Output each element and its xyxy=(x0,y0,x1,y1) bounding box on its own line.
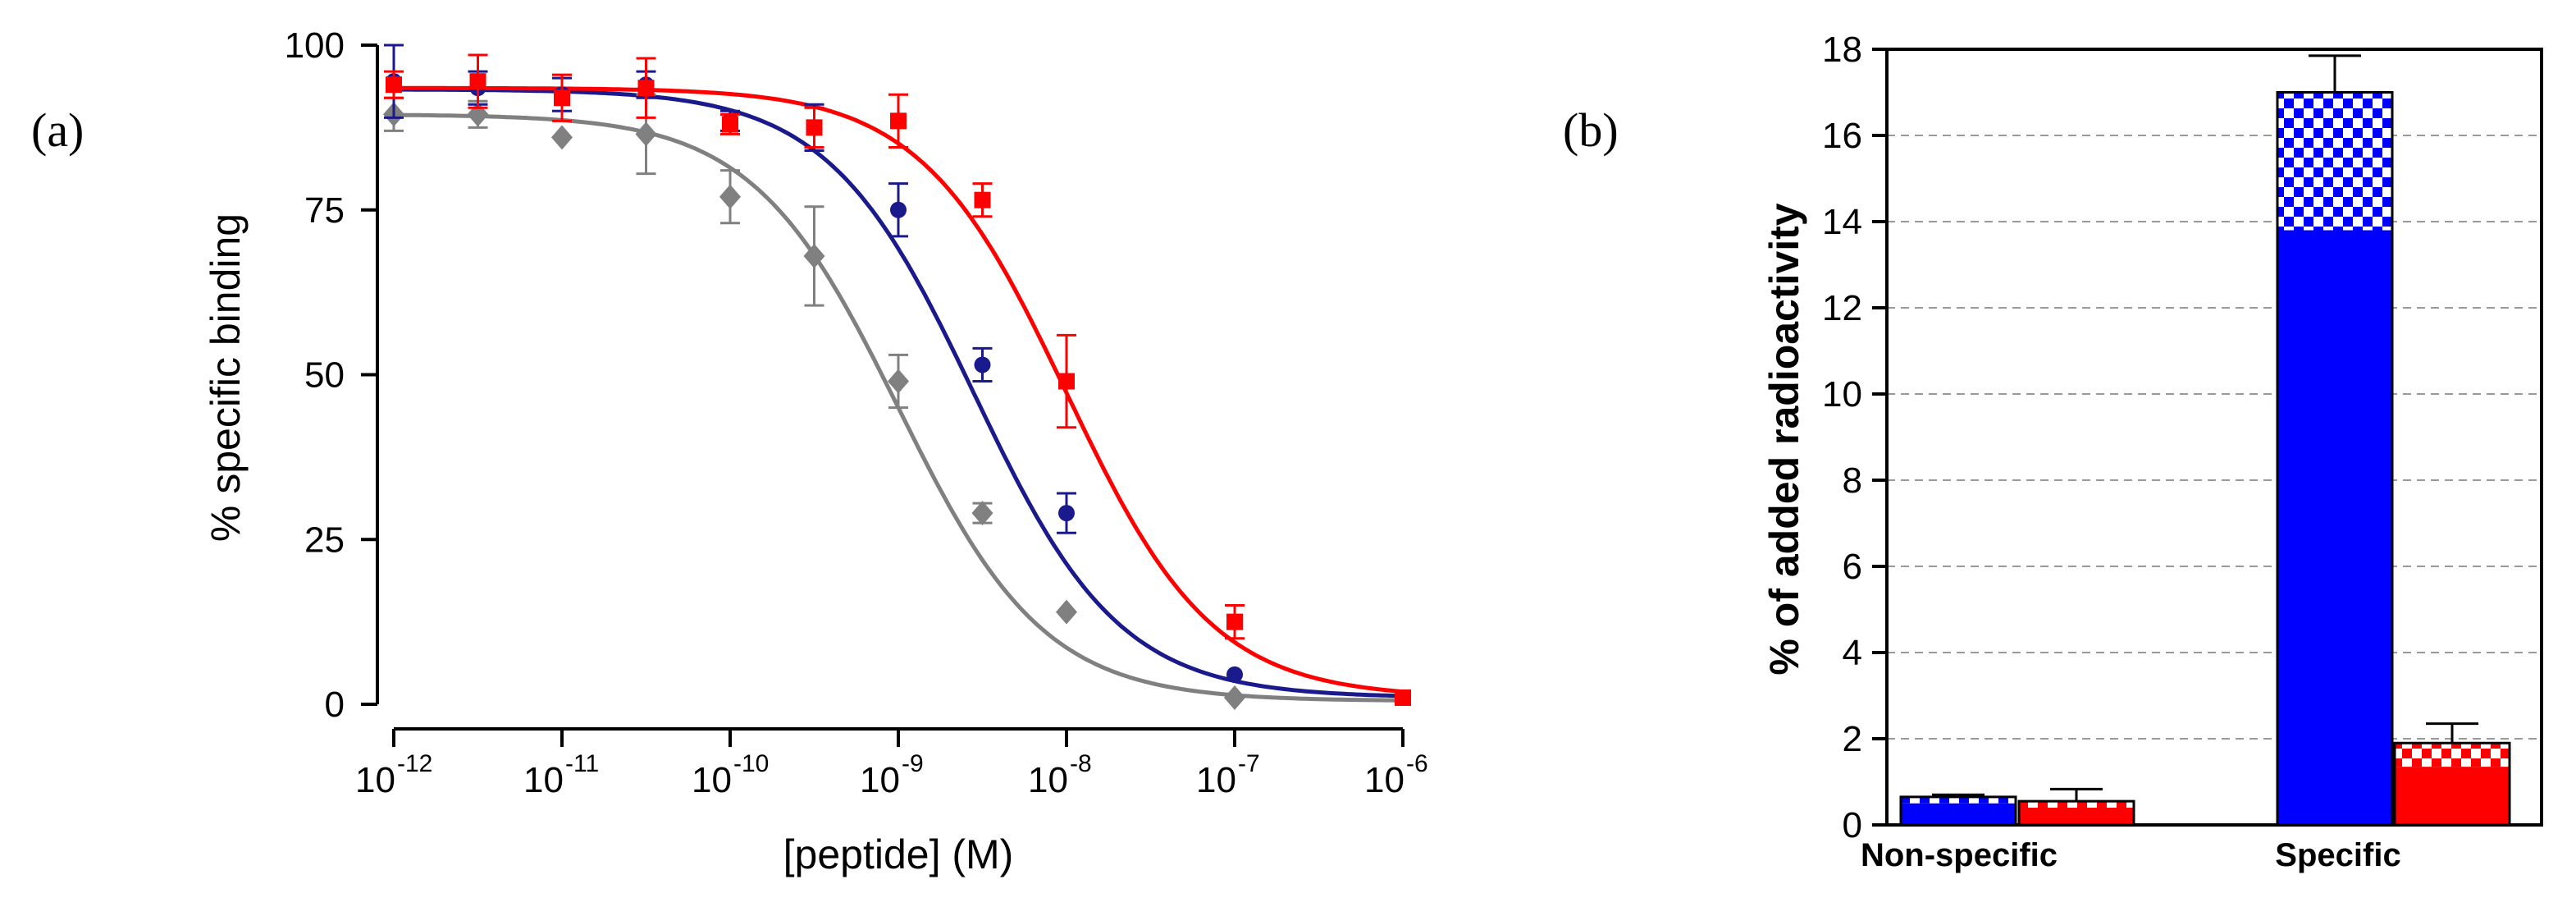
bar-segment-checkered-blue xyxy=(1901,796,2016,804)
data-point-red xyxy=(1058,373,1075,390)
y-tick-label: 4 xyxy=(1843,633,1862,673)
category-label: Non-specific xyxy=(1861,837,2058,873)
bar-segment-solid-red xyxy=(2019,808,2134,825)
bar-segment-checkered-red xyxy=(2019,801,2134,808)
data-point-red xyxy=(890,112,907,130)
x-tick-exponent: -7 xyxy=(1238,750,1260,777)
data-point-gray xyxy=(971,501,993,526)
data-point-red xyxy=(1226,613,1243,630)
plot-frame xyxy=(1885,48,2543,827)
data-point-red xyxy=(722,116,738,133)
data-point-navy xyxy=(1226,666,1243,683)
x-tick-label: 10 xyxy=(1028,760,1068,800)
data-point-red xyxy=(974,191,991,208)
y-axis-title: % of added radioactivity xyxy=(1761,203,1807,675)
x-tick-exponent: -11 xyxy=(565,750,599,777)
x-tick-label: 10 xyxy=(523,760,564,800)
x-tick-exponent: -12 xyxy=(397,750,432,777)
panel-label-a: (a) xyxy=(31,103,84,157)
y-tick-label: 75 xyxy=(304,190,345,231)
data-point-navy xyxy=(1058,505,1075,522)
data-point-gray xyxy=(1056,599,1077,625)
data-point-red xyxy=(637,80,655,97)
x-tick-exponent: -10 xyxy=(733,750,769,777)
y-tick-label: 18 xyxy=(1822,30,1862,70)
bar-segment-solid-blue xyxy=(2277,230,2392,825)
bar-segment-solid-red xyxy=(2395,767,2510,825)
x-tick-label: 10 xyxy=(860,760,900,800)
data-point-gray xyxy=(635,121,657,147)
data-point-red xyxy=(806,119,823,136)
y-tick-label: 25 xyxy=(304,520,345,560)
y-tick-label: 10 xyxy=(1822,374,1862,415)
panel-b-plot: 0 2 4 6 8 10 12 14 16 18 Non-specific Specific % o… xyxy=(1761,30,2543,873)
y-tick-label: 16 xyxy=(1822,116,1862,156)
category-label: Specific xyxy=(2275,837,2400,873)
x-tick-label: 10 xyxy=(1196,760,1236,800)
data-point-red xyxy=(1395,689,1411,706)
x-tick-label: 10 xyxy=(692,760,732,800)
data-point-red xyxy=(554,89,570,107)
data-point-red xyxy=(469,73,486,90)
data-point-red xyxy=(386,76,402,94)
x-tick-label: 10 xyxy=(1364,760,1404,800)
x-tick-exponent: -8 xyxy=(1070,750,1092,777)
y-tick-label: 100 xyxy=(285,25,345,66)
x-tick-exponent: -9 xyxy=(902,750,924,777)
x-tick-label: 10 xyxy=(355,760,395,800)
x-tick-exponent: -6 xyxy=(1406,750,1428,777)
bar-segment-checkered-blue xyxy=(2277,92,2392,231)
y-tick-label: 2 xyxy=(1843,719,1862,759)
y-tick-label: 0 xyxy=(325,685,345,725)
data-point-gray xyxy=(1224,685,1245,710)
y-tick-label: 8 xyxy=(1843,460,1862,501)
x-axis-title: [peptide] (M) xyxy=(783,831,1014,877)
data-point-navy xyxy=(890,201,907,218)
data-point-gray xyxy=(888,369,909,394)
bar-segment-checkered-red xyxy=(2395,743,2510,767)
y-tick-label: 14 xyxy=(1822,202,1862,242)
y-tick-label: 0 xyxy=(1843,805,1862,845)
data-point-gray xyxy=(551,125,573,150)
bar-segment-solid-blue xyxy=(1901,803,2016,825)
y-axis-title: % specific binding xyxy=(203,213,249,542)
data-point-gray xyxy=(803,243,825,268)
data-point-navy xyxy=(974,356,991,373)
y-tick-label: 6 xyxy=(1843,547,1862,587)
y-tick-label: 12 xyxy=(1822,288,1862,328)
y-tick-label: 50 xyxy=(304,355,345,396)
panel-label-b: (b) xyxy=(1563,103,1619,157)
data-point-gray xyxy=(719,184,741,209)
